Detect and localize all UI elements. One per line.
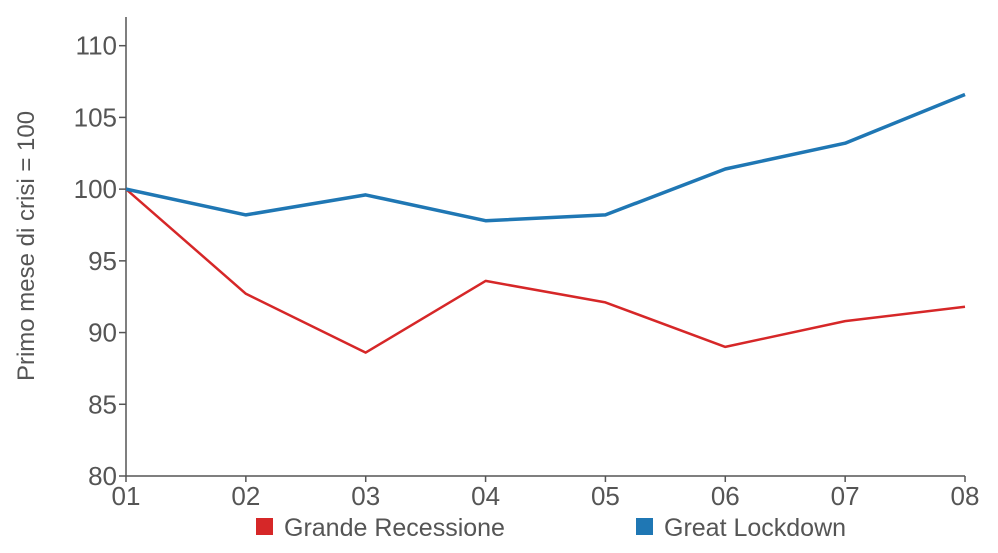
legend: Grande Recessione Great Lockdown (256, 514, 846, 542)
legend-label: Grande Recessione (284, 514, 505, 542)
x-tick-label: 01 (112, 481, 141, 511)
x-axis: 01 02 03 04 05 06 07 08 (112, 475, 980, 511)
y-axis: 80 85 90 95 100 105 110 (74, 17, 127, 491)
x-tick-label: 07 (831, 481, 860, 511)
y-tick-label: 90 (88, 318, 117, 348)
y-tick-label: 95 (88, 246, 117, 276)
series-line-great-lockdown (125, 92, 966, 223)
y-tick-label: 110 (76, 31, 117, 61)
y-axis-title: Primo mese di crisi = 100 (13, 111, 40, 381)
legend-label: Great Lockdown (664, 514, 846, 542)
x-tick-label: 08 (951, 481, 980, 511)
y-tick-label: 80 (88, 461, 117, 491)
y-tick-label: 85 (88, 389, 117, 419)
x-tick-label: 04 (471, 481, 500, 511)
series-layer (125, 92, 966, 354)
x-tick-label: 05 (591, 481, 620, 511)
x-tick-label: 02 (231, 481, 260, 511)
legend-swatch (636, 518, 653, 535)
x-tick-label: 06 (711, 481, 740, 511)
series-line-grande-recessione (125, 188, 966, 354)
y-tick-label: 105 (74, 102, 117, 132)
legend-swatch (256, 518, 273, 535)
y-tick-label: 100 (74, 174, 117, 204)
x-tick-label: 03 (351, 481, 380, 511)
